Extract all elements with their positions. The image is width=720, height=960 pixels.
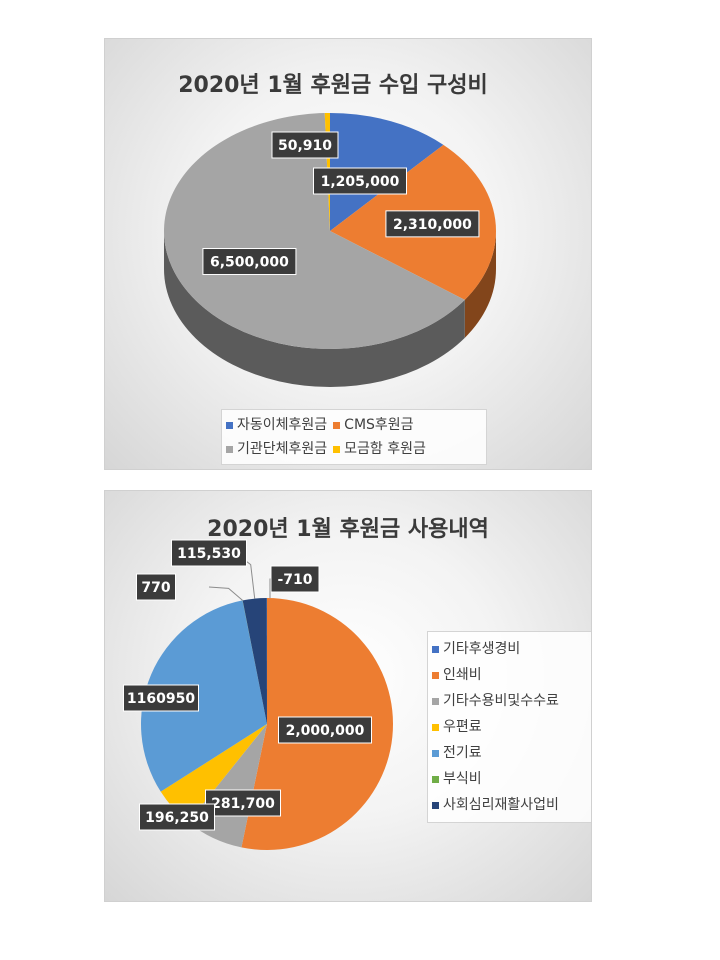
data-label: 770	[136, 573, 176, 601]
legend-swatch	[333, 421, 341, 429]
data-label-text: 2,000,000	[286, 723, 365, 739]
legend-swatch	[432, 672, 439, 679]
legend-swatch	[226, 421, 233, 429]
data-label-box	[205, 789, 281, 817]
pie-slice	[163, 113, 465, 350]
data-label: 2,310,000	[385, 210, 480, 238]
data-label-text: 1,205,000	[321, 174, 400, 190]
pie-side-walls	[164, 231, 496, 387]
data-label-box	[313, 167, 407, 195]
data-label: 196,250	[139, 803, 215, 831]
data-label: 2,000,000	[278, 716, 372, 744]
legend-label: 전기료	[443, 745, 482, 761]
legend-swatch	[432, 750, 439, 757]
pie-slice	[242, 600, 267, 724]
legend-swatch	[432, 802, 439, 809]
legend-item: 기관단체후원금	[226, 437, 327, 461]
data-label: 281,700	[205, 789, 281, 817]
expense-legend: 기타후생경비 인쇄비 기타수용비및수수료 우편료 전기료 부식비 사회심리재활사…	[427, 631, 591, 823]
legend-swatch	[432, 646, 439, 653]
data-label-text: 1160950	[127, 691, 195, 707]
data-label-box	[278, 716, 372, 744]
legend-item: 인쇄비	[432, 662, 590, 688]
data-label-box	[123, 684, 199, 712]
legend-item: 자동이체후원금	[226, 413, 327, 437]
income-legend: 자동이체후원금 CMS후원금 기관단체후원금 모금함 후원금	[221, 409, 487, 465]
data-label-text: 281,700	[211, 796, 275, 812]
pie-slice	[141, 600, 267, 792]
data-label: 6,500,000	[202, 248, 297, 276]
data-label: -710	[270, 565, 320, 593]
legend-swatch	[432, 776, 439, 783]
data-label-text: 50,910	[278, 138, 332, 154]
pie-slice	[160, 724, 267, 823]
legend-label: 자동이체후원금	[237, 417, 328, 433]
data-label-box	[202, 248, 297, 276]
legend-item: 모금함 후원금	[333, 437, 426, 461]
legend-label: 사회심리재활사업비	[443, 797, 559, 813]
legend-label: 기타후생경비	[443, 641, 521, 657]
legend-label: 인쇄비	[443, 667, 482, 683]
legend-item: 전기료	[432, 740, 590, 766]
data-label-text: -710	[277, 572, 312, 588]
data-label: 1,205,000	[313, 167, 407, 195]
legend-swatch	[432, 724, 439, 731]
income-legend-row: 기관단체후원금 모금함 후원금	[226, 437, 482, 461]
legend-item: CMS후원금	[333, 413, 414, 437]
legend-label: 기관단체후원금	[237, 441, 328, 457]
expense-chart-title: 2020년 1월 후원금 사용내역	[207, 517, 489, 542]
income-pie-chart: 1,205,000 2,310,000 6,500,000 50,910	[163, 113, 497, 387]
expense-chart-panel: 2020년 1월 후원금 사용내역 -710 2,000,000 281,700 19…	[104, 490, 592, 902]
income-legend-row: 자동이체후원금 CMS후원금	[226, 413, 482, 437]
legend-label: CMS후원금	[344, 417, 414, 433]
pie-side-wall	[464, 231, 496, 338]
data-label-box	[271, 131, 339, 159]
legend-label: 우편료	[443, 719, 482, 735]
legend-label: 부식비	[443, 771, 482, 787]
legend-label: 모금함 후원금	[344, 441, 426, 457]
legend-item: 기타후생경비	[432, 636, 590, 662]
data-label-box	[139, 803, 215, 831]
legend-swatch	[333, 445, 341, 453]
legend-item: 부식비	[432, 766, 590, 792]
legend-label: 기타수용비및수수료	[443, 693, 559, 709]
data-label-text: 115,530	[177, 546, 241, 562]
data-label-box	[136, 573, 176, 601]
income-chart-panel: 2020년 1월 후원금 수입 구성비 1,205,000 2,310,000 6,…	[104, 38, 592, 470]
income-chart-title: 2020년 1월 후원금 수입 구성비	[178, 73, 488, 98]
legend-item: 우편료	[432, 714, 590, 740]
data-label-text: 2,310,000	[393, 217, 472, 233]
pie-side-wall	[164, 231, 465, 387]
pie-slice	[242, 598, 267, 724]
leader-line	[208, 586, 243, 601]
data-label-box	[171, 539, 247, 567]
data-label-text: 6,500,000	[210, 255, 289, 271]
data-label-text: 770	[141, 580, 170, 596]
data-label: 115,530	[171, 539, 247, 567]
data-label-box	[270, 565, 320, 593]
legend-item: 기타수용비및수수료	[432, 688, 590, 714]
legend-swatch	[226, 445, 233, 453]
data-label: 1160950	[123, 684, 199, 712]
data-label-text: 196,250	[145, 810, 209, 826]
data-label-box	[385, 210, 480, 238]
legend-item: 사회심리재활사업비	[432, 792, 590, 818]
data-label: 50,910	[271, 131, 339, 159]
legend-swatch	[432, 698, 439, 705]
